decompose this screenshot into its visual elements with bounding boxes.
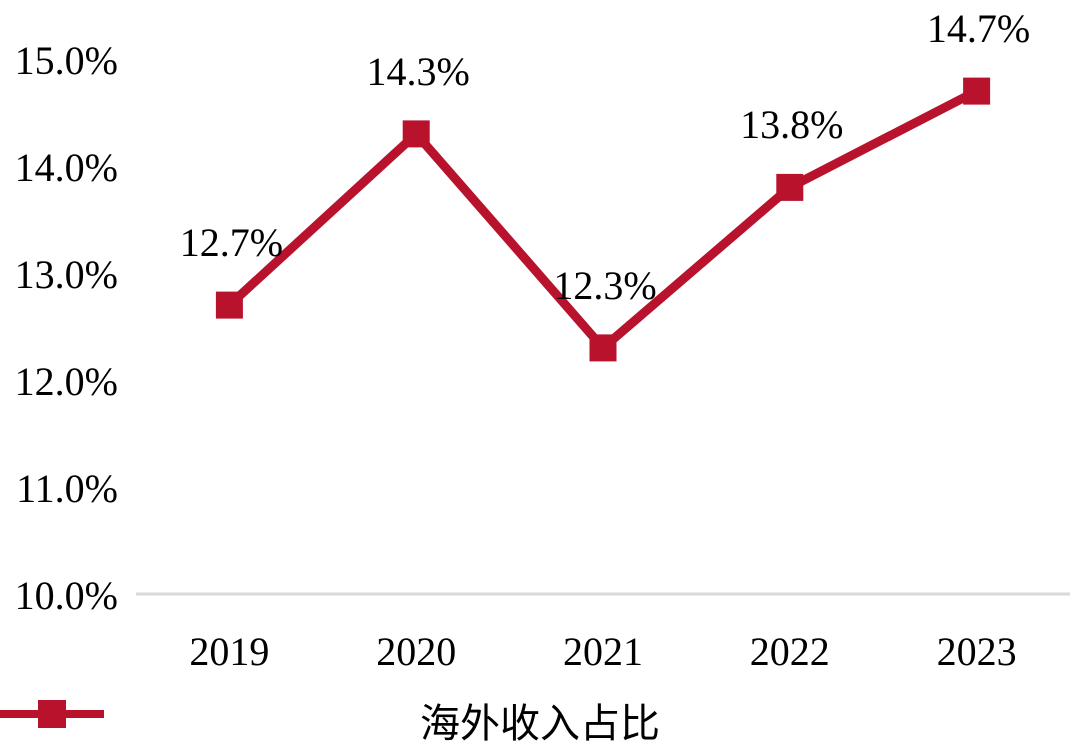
x-axis-tick-label: 2023 xyxy=(936,629,1017,674)
x-axis-tick-label: 2020 xyxy=(376,629,457,674)
y-axis-tick-label: 13.0% xyxy=(14,252,118,297)
data-label: 12.3% xyxy=(553,262,657,308)
series-marker xyxy=(402,120,430,148)
series-line xyxy=(226,87,979,355)
legend-line-marker-icon xyxy=(0,700,104,728)
data-label: 14.3% xyxy=(366,48,470,94)
y-axis-tick-label: 15.0% xyxy=(14,38,118,83)
y-axis-tick-label: 10.0% xyxy=(14,573,118,618)
legend: 海外收入占比 xyxy=(0,698,1080,750)
legend-label: 海外收入占比 xyxy=(420,701,660,746)
y-axis-tick-label: 11.0% xyxy=(16,466,118,511)
y-axis-tick-label: 14.0% xyxy=(14,145,118,190)
series-marker xyxy=(215,291,243,319)
x-axis-tick-label: 2021 xyxy=(563,629,643,674)
x-axis-tick-label: 2019 xyxy=(189,629,270,674)
data-label: 13.8% xyxy=(740,102,844,148)
series-marker xyxy=(963,77,991,105)
series-marker xyxy=(776,173,804,201)
x-axis-tick-label: 2022 xyxy=(749,629,830,674)
data-label: 14.7% xyxy=(926,6,1031,52)
legend-square xyxy=(38,700,66,728)
series-marker xyxy=(589,334,617,362)
y-axis-tick-label: 12.0% xyxy=(14,359,118,404)
data-label: 12.7% xyxy=(179,220,284,266)
